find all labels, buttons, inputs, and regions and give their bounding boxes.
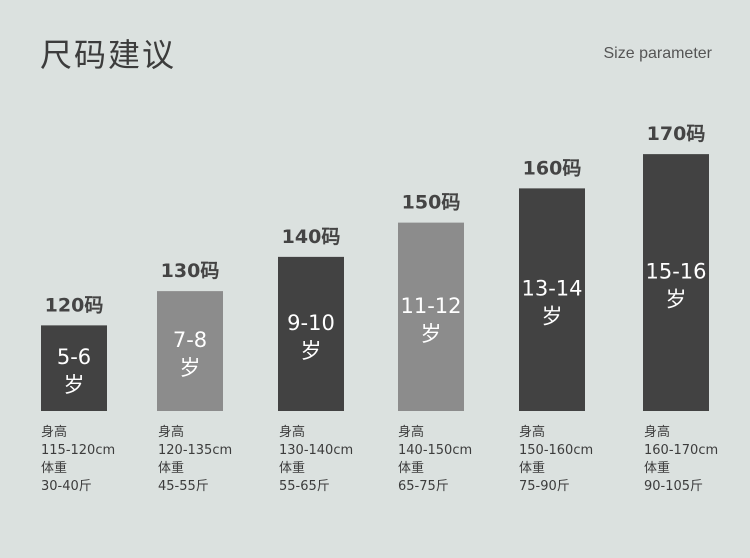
height-value: 130-140cm (279, 443, 354, 458)
size-label: 150码 (402, 192, 461, 214)
weight-value: 45-55斤 (158, 479, 209, 494)
height-label: 身高 (519, 425, 546, 440)
size-label: 170码 (647, 123, 706, 145)
bar-150码 (398, 222, 464, 411)
bar-140码 (278, 256, 344, 411)
height-value: 140-150cm (398, 443, 473, 458)
weight-label: 体重 (158, 461, 185, 476)
height-label: 身高 (398, 425, 425, 440)
height-label: 身高 (279, 425, 306, 440)
weight-label: 体重 (41, 461, 68, 476)
weight-label: 体重 (644, 461, 671, 476)
weight-label: 体重 (519, 461, 546, 476)
size-detail: 身高 150-160cm 体重 75-90斤 (519, 424, 639, 496)
weight-value: 30-40斤 (41, 479, 92, 494)
age-unit: 岁 (666, 288, 687, 312)
age-range: 15-16 (645, 260, 706, 284)
page-subtitle: Size parameter (603, 45, 713, 62)
height-value: 115-120cm (41, 443, 116, 458)
age-unit: 岁 (64, 373, 85, 397)
size-detail: 身高 120-135cm 体重 45-55斤 (158, 424, 278, 496)
weight-label: 体重 (398, 461, 425, 476)
size-label: 130码 (161, 260, 220, 282)
size-label: 120码 (45, 294, 104, 316)
age-range: 9-10 (287, 311, 335, 335)
size-label: 140码 (282, 226, 341, 248)
height-value: 160-170cm (644, 443, 719, 458)
height-value: 150-160cm (519, 443, 594, 458)
weight-value: 75-90斤 (519, 479, 570, 494)
height-value: 120-135cm (158, 443, 233, 458)
age-unit: 岁 (421, 322, 442, 346)
height-label: 身高 (41, 425, 68, 440)
age-unit: 岁 (180, 356, 201, 380)
weight-value: 55-65斤 (279, 479, 330, 494)
size-detail: 身高 130-140cm 体重 55-65斤 (279, 424, 399, 496)
bar-120码 (41, 325, 107, 411)
age-unit: 岁 (301, 339, 322, 363)
bar-170码 (643, 154, 709, 411)
bar-160码 (519, 188, 585, 411)
page-title: 尺码建议 (40, 36, 177, 74)
age-range: 7-8 (173, 328, 207, 352)
height-label: 身高 (644, 425, 671, 440)
weight-label: 体重 (279, 461, 306, 476)
age-unit: 岁 (542, 305, 563, 329)
weight-value: 65-75斤 (398, 479, 449, 494)
age-range: 13-14 (521, 277, 582, 301)
age-range: 11-12 (400, 294, 461, 318)
bar-130码 (157, 291, 223, 411)
size-detail: 身高 160-170cm 体重 90-105斤 (644, 424, 750, 496)
size-label: 160码 (523, 157, 582, 179)
age-range: 5-6 (57, 345, 91, 369)
weight-value: 90-105斤 (644, 479, 704, 494)
height-label: 身高 (158, 425, 185, 440)
size-detail: 身高 115-120cm 体重 30-40斤 (41, 424, 161, 496)
size-detail: 身高 140-150cm 体重 65-75斤 (398, 424, 518, 496)
